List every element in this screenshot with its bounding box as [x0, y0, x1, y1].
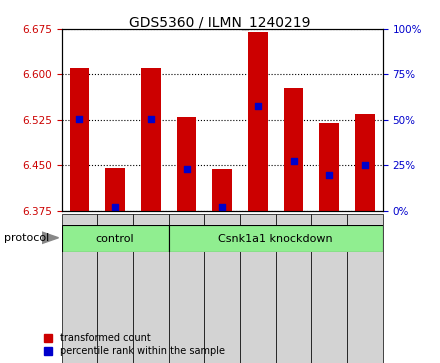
- Bar: [284, 88, 304, 211]
- Bar: [169, 214, 204, 363]
- Point: [76, 116, 83, 122]
- Bar: [213, 170, 232, 211]
- Point: [254, 103, 261, 109]
- Bar: [70, 68, 89, 211]
- Text: Csnk1a1 knockdown: Csnk1a1 knockdown: [218, 234, 333, 244]
- Bar: [204, 214, 240, 363]
- Point: [290, 158, 297, 164]
- Bar: [312, 214, 347, 363]
- Text: protocol: protocol: [4, 233, 50, 244]
- Point: [183, 166, 190, 172]
- Bar: [97, 214, 133, 363]
- Bar: [141, 68, 161, 211]
- Point: [326, 172, 333, 178]
- Polygon shape: [42, 232, 59, 244]
- Bar: [276, 214, 312, 363]
- Bar: [319, 123, 339, 211]
- Bar: [62, 214, 97, 363]
- Bar: [347, 214, 383, 363]
- Bar: [105, 168, 125, 211]
- Bar: [248, 32, 268, 211]
- Legend: transformed count, percentile rank within the sample: transformed count, percentile rank withi…: [44, 333, 225, 356]
- Bar: [177, 117, 196, 211]
- Bar: [62, 225, 169, 252]
- Bar: [133, 214, 169, 363]
- Point: [361, 162, 368, 168]
- Point: [219, 204, 226, 210]
- Bar: [240, 214, 276, 363]
- Point: [147, 116, 154, 122]
- Bar: [355, 114, 375, 211]
- Bar: [169, 225, 383, 252]
- Text: GDS5360 / ILMN_1240219: GDS5360 / ILMN_1240219: [129, 16, 311, 30]
- Point: [112, 204, 119, 210]
- Text: control: control: [96, 234, 135, 244]
